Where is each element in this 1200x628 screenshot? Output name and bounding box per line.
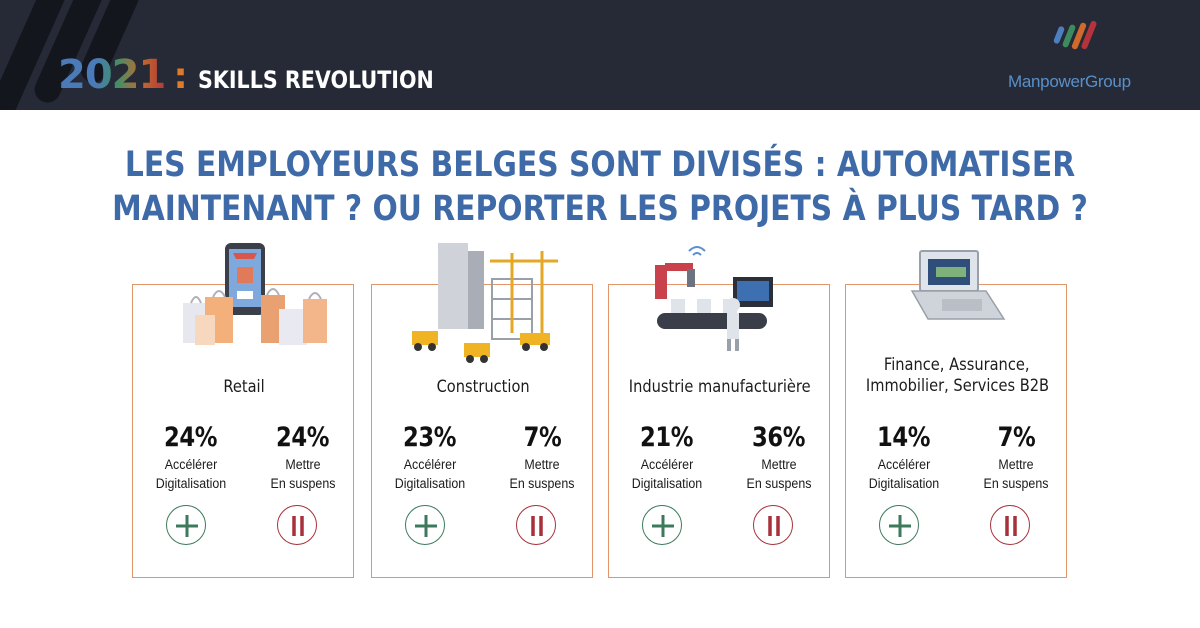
accelerate-stat: 21% Accélérer Digitalisation — [617, 421, 717, 493]
sector-title: Industrie manufacturière — [629, 377, 811, 397]
sector-title: Finance, Assurance, Immobilier, Services… — [865, 355, 1049, 396]
accelerate-stat: 24% Accélérer Digitalisation — [141, 421, 241, 493]
pause-label-1: Mettre — [524, 457, 560, 472]
pause-label-1: Mettre — [285, 457, 321, 472]
pause-icon — [516, 505, 556, 545]
headline-line-1: LES EMPLOYEURS BELGES SONT DIVISÉS : AUT… — [124, 145, 1076, 185]
sector-card-finance: Finance, Assurance, Immobilier, Services… — [845, 250, 1067, 578]
plus-icon — [166, 505, 206, 545]
accelerate-label-1: Accélérer — [403, 457, 457, 472]
pause-stat: 24% Mettre En suspens — [253, 421, 353, 493]
pause-label-2: En suspens — [509, 476, 575, 491]
manpowergroup-logo: ManpowerGroup — [1008, 20, 1148, 100]
pause-percent: 36% — [752, 422, 806, 453]
sector-card-construction: Construction 23% Accélérer Digitalisatio… — [371, 243, 593, 578]
accelerate-label-1: Accélérer — [877, 457, 931, 472]
laptop-money-icon — [910, 250, 1006, 320]
accelerate-label-2: Digitalisation — [394, 476, 466, 491]
sector-title: Construction — [436, 377, 530, 397]
accelerate-label-1: Accélérer — [164, 457, 218, 472]
factory-robot-icon — [655, 246, 773, 351]
pause-label-1: Mettre — [998, 457, 1034, 472]
pause-label-2: En suspens — [983, 476, 1049, 491]
plus-icon — [405, 505, 445, 545]
construction-site-icon — [412, 243, 558, 363]
pause-label-2: En suspens — [746, 476, 812, 491]
pause-icon — [990, 505, 1030, 545]
campaign-title: SKILLS REVOLUTION — [197, 66, 434, 94]
accelerate-label-2: Digitalisation — [155, 476, 227, 491]
header-banner: 2021 : SKILLS REVOLUTION ManpowerGroup — [0, 0, 1200, 110]
plus-icon — [879, 505, 919, 545]
manpowergroup-logo-icon — [1053, 20, 1097, 50]
logo-wordmark: ManpowerGroup — [1008, 72, 1131, 91]
accelerate-label-2: Digitalisation — [868, 476, 940, 491]
accelerate-label-1: Accélérer — [640, 457, 694, 472]
sector-card-retail: Retail 24% Accélérer Digitalisation 24% … — [132, 243, 354, 578]
sector-title: Retail — [223, 377, 265, 397]
sector-card-manufacturing: Industrie manufacturière 21% Accélérer D… — [608, 246, 830, 578]
accelerate-percent: 21% — [640, 422, 694, 453]
shopping-bags-icon — [183, 243, 327, 345]
campaign-brand: 2021 : SKILLS REVOLUTION — [58, 52, 472, 98]
campaign-year: 2021 — [58, 52, 166, 98]
accelerate-percent: 23% — [403, 422, 457, 453]
accelerate-percent: 14% — [877, 422, 931, 453]
pause-percent: 24% — [276, 422, 330, 453]
campaign-colon: : — [173, 56, 188, 97]
pause-stat: 7% Mettre En suspens — [966, 421, 1066, 493]
accelerate-percent: 24% — [164, 422, 218, 453]
accelerate-label-2: Digitalisation — [631, 476, 703, 491]
headline-line-2: MAINTENANT ? OU REPORTER LES PROJETS À P… — [112, 189, 1088, 229]
pause-icon — [277, 505, 317, 545]
plus-icon — [642, 505, 682, 545]
headline: LES EMPLOYEURS BELGES SONT DIVISÉS : AUT… — [90, 143, 1110, 231]
pause-percent: 7% — [523, 422, 561, 453]
pause-label-1: Mettre — [761, 457, 797, 472]
pause-icon — [753, 505, 793, 545]
pause-label-2: En suspens — [270, 476, 336, 491]
pause-stat: 7% Mettre En suspens — [492, 421, 592, 493]
pause-stat: 36% Mettre En suspens — [729, 421, 829, 493]
pause-percent: 7% — [997, 422, 1035, 453]
accelerate-stat: 14% Accélérer Digitalisation — [854, 421, 954, 493]
accelerate-stat: 23% Accélérer Digitalisation — [380, 421, 480, 493]
